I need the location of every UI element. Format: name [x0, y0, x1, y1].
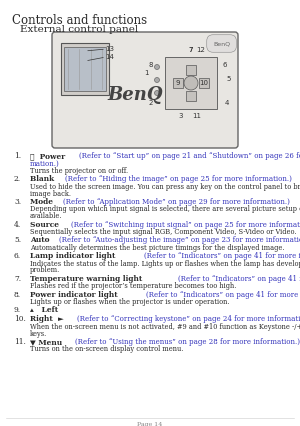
Text: ▴   Left: ▴ Left — [30, 306, 58, 314]
Text: BenQ: BenQ — [107, 86, 163, 104]
Text: (Refer to “Hiding the image” on page 25 for more information.): (Refer to “Hiding the image” on page 25 … — [65, 176, 292, 183]
Text: Power indicator light: Power indicator light — [30, 291, 120, 299]
Text: ⓘ  Power: ⓘ Power — [30, 152, 68, 160]
Text: 6: 6 — [223, 62, 227, 68]
Bar — [186, 65, 196, 75]
Text: 11.: 11. — [14, 338, 26, 346]
Text: 4: 4 — [225, 100, 229, 106]
Text: ▼ Menu: ▼ Menu — [30, 338, 65, 346]
Text: (Refer to “Correcting keystone” on page 24 for more information.): (Refer to “Correcting keystone” on page … — [77, 315, 300, 323]
Text: available.: available. — [30, 212, 62, 220]
Text: (Refer to “Start up” on page 21 and “Shutdown” on page 26 for more infor-: (Refer to “Start up” on page 21 and “Shu… — [79, 152, 300, 160]
Bar — [199, 78, 209, 88]
Text: 13: 13 — [106, 46, 115, 52]
Text: problem.: problem. — [30, 266, 60, 274]
Text: 5: 5 — [227, 76, 231, 82]
Text: Sequentially selects the input signal RGB, Component Video, S-Video or Video.: Sequentially selects the input signal RG… — [30, 228, 296, 236]
Text: 7: 7 — [189, 47, 193, 53]
Text: Source: Source — [30, 221, 61, 228]
Text: When the on-screen menu is not activated, #9 and #10 function as Keystone -/+ ho: When the on-screen menu is not activated… — [30, 323, 300, 331]
Text: 2: 2 — [149, 100, 153, 106]
Text: 7: 7 — [189, 47, 193, 53]
Text: Auto: Auto — [30, 236, 52, 244]
Text: 5.: 5. — [14, 236, 21, 244]
Text: Lights up or flashes when the projector is under operation.: Lights up or flashes when the projector … — [30, 298, 230, 306]
Bar — [61, 43, 109, 95]
Text: Page 14: Page 14 — [137, 422, 163, 426]
Text: Mode: Mode — [30, 198, 56, 206]
Text: 7.: 7. — [14, 275, 21, 283]
Text: 12: 12 — [196, 47, 206, 53]
Text: Indicates the status of the lamp. Lights up or flashes when the lamp has develop: Indicates the status of the lamp. Lights… — [30, 259, 300, 268]
Text: 1.: 1. — [14, 152, 21, 160]
Text: Used to hide the screen image. You can press any key on the control panel to bri: Used to hide the screen image. You can p… — [30, 183, 300, 191]
Text: Flashes red if the projector’s temperature becomes too high.: Flashes red if the projector’s temperatu… — [30, 282, 236, 290]
Text: Controls and functions: Controls and functions — [12, 14, 147, 27]
Circle shape — [154, 64, 160, 69]
Text: (Refer to “Indicators” on page 41 for more information.): (Refer to “Indicators” on page 41 for mo… — [178, 275, 300, 283]
Text: (Refer to “Indicators” on page 41 for more information.): (Refer to “Indicators” on page 41 for mo… — [143, 252, 300, 260]
Text: 11: 11 — [193, 113, 202, 119]
Text: (Refer to “Using the menus” on page 28 for more information.): (Refer to “Using the menus” on page 28 f… — [75, 338, 300, 346]
Text: image back.: image back. — [30, 190, 71, 198]
Text: Turns on the on-screen display control menu.: Turns on the on-screen display control m… — [30, 345, 183, 354]
Text: 14: 14 — [106, 54, 114, 60]
Text: 1: 1 — [144, 70, 148, 76]
Text: 8: 8 — [149, 62, 153, 68]
Text: 9: 9 — [176, 80, 180, 86]
Text: 10: 10 — [200, 80, 208, 86]
Circle shape — [184, 76, 198, 90]
Bar — [64, 47, 106, 91]
Text: 4.: 4. — [14, 221, 21, 228]
Text: (Refer to “Switching input signal” on page 25 for more information.): (Refer to “Switching input signal” on pa… — [71, 221, 300, 228]
Text: Blank: Blank — [30, 176, 57, 183]
Text: 3.: 3. — [14, 198, 21, 206]
Text: (Refer to “Auto-adjusting the image” on page 23 for more information.): (Refer to “Auto-adjusting the image” on … — [58, 236, 300, 244]
Text: (Refer to “Application Mode” on page 29 for more information.): (Refer to “Application Mode” on page 29 … — [63, 198, 290, 206]
Circle shape — [154, 78, 160, 83]
Bar — [165, 57, 217, 109]
Text: keys.: keys. — [30, 330, 47, 337]
Circle shape — [154, 90, 160, 95]
Text: 6.: 6. — [14, 252, 21, 260]
Text: BenQ: BenQ — [213, 41, 230, 46]
Text: (Refer to “Indicators” on page 41 for more information.): (Refer to “Indicators” on page 41 for mo… — [146, 291, 300, 299]
Text: 3: 3 — [179, 113, 183, 119]
Text: Temperature warning light: Temperature warning light — [30, 275, 145, 283]
Text: Right  ►: Right ► — [30, 315, 66, 323]
Text: 2.: 2. — [14, 176, 21, 183]
Text: Lamp indicator light: Lamp indicator light — [30, 252, 118, 260]
FancyBboxPatch shape — [52, 32, 238, 148]
Text: Depending upon which input signal is selected, there are several picture setup o: Depending upon which input signal is sel… — [30, 205, 300, 213]
Text: Automatically determines the best picture timings for the displayed image.: Automatically determines the best pictur… — [30, 244, 284, 252]
Bar — [186, 91, 196, 101]
Bar — [173, 78, 183, 88]
Text: 8.: 8. — [14, 291, 21, 299]
Text: External control panel: External control panel — [20, 25, 138, 34]
Text: 10.: 10. — [14, 315, 26, 323]
Text: 9.: 9. — [14, 306, 21, 314]
Text: mation.): mation.) — [30, 159, 60, 167]
Text: Turns the projector on or off.: Turns the projector on or off. — [30, 167, 128, 175]
